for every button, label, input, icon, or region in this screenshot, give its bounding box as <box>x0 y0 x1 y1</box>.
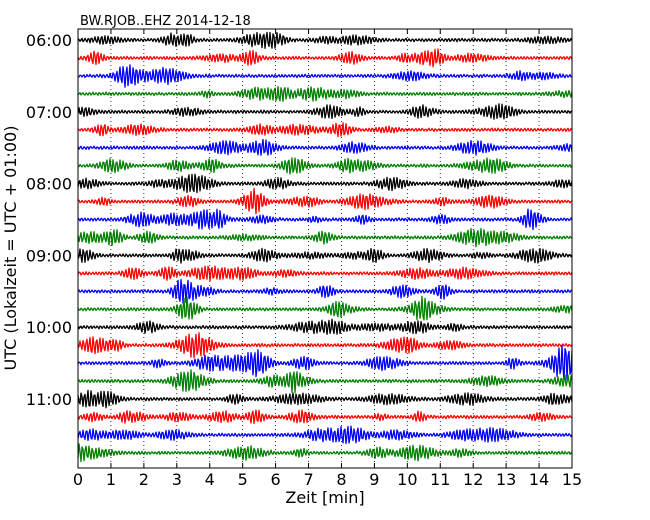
x-tick-label: 9 <box>369 470 379 489</box>
x-tick-label: 14 <box>529 470 549 489</box>
trace-line <box>77 208 573 231</box>
y-ticks: 06:00 07:00 08:00 09:00 10:00 11:00 <box>26 31 572 409</box>
y-tick-label: 06:00 <box>26 31 72 50</box>
x-tick-label: 8 <box>336 470 346 489</box>
trace-group <box>77 31 573 463</box>
x-tick-label: 4 <box>205 470 215 489</box>
trace-line <box>77 344 573 381</box>
trace-line <box>77 64 573 88</box>
x-tick-label: 7 <box>303 470 313 489</box>
y-tick-label: 09:00 <box>26 246 72 265</box>
y-tick-label: 07:00 <box>26 103 72 122</box>
plot-frame <box>77 28 573 469</box>
trace-line <box>77 173 573 194</box>
x-tick-label: 2 <box>139 470 149 489</box>
trace-line <box>77 369 573 394</box>
trace-line <box>77 85 573 102</box>
x-ticks: 0 1 2 3 4 5 6 7 8 9 10 11 12 13 14 15 <box>73 29 582 489</box>
x-tick-label: 1 <box>106 470 116 489</box>
y-tick-label: 11:00 <box>26 390 72 409</box>
x-axis-label: Zeit [min] <box>285 488 364 507</box>
trace-line <box>77 247 573 264</box>
trace-line <box>77 318 573 336</box>
trace-line <box>77 138 573 156</box>
trace-line <box>77 409 573 425</box>
x-tick-label: 6 <box>271 470 281 489</box>
trace-line <box>77 389 573 409</box>
trace-line <box>77 122 573 138</box>
y-tick-label: 10:00 <box>26 318 72 337</box>
x-tick-label: 0 <box>73 470 83 489</box>
trace-line <box>77 227 573 248</box>
x-tick-label: 5 <box>238 470 248 489</box>
trace-line <box>77 187 573 215</box>
trace-line <box>77 425 573 445</box>
trace-line <box>77 278 573 304</box>
x-tick-label: 11 <box>430 470 450 489</box>
trace-line <box>77 48 573 68</box>
x-tick-label: 3 <box>172 470 182 489</box>
trace-line <box>77 31 573 49</box>
x-tick-label: 13 <box>496 470 516 489</box>
y-tick-label: 08:00 <box>26 175 72 194</box>
chart-title: BW.RJOB..EHZ 2014-12-18 <box>80 14 251 29</box>
trace-line <box>77 332 573 359</box>
trace-line <box>77 443 573 463</box>
y-axis-label: UTC (Lokalzeit = UTC + 01:00) <box>1 126 20 371</box>
trace-line <box>77 157 573 175</box>
x-tick-label: 10 <box>397 470 417 489</box>
x-tick-label: 15 <box>562 470 582 489</box>
trace-line <box>77 295 573 321</box>
trace-line <box>77 103 573 120</box>
x-tick-label: 12 <box>463 470 483 489</box>
trace-line <box>77 265 573 282</box>
